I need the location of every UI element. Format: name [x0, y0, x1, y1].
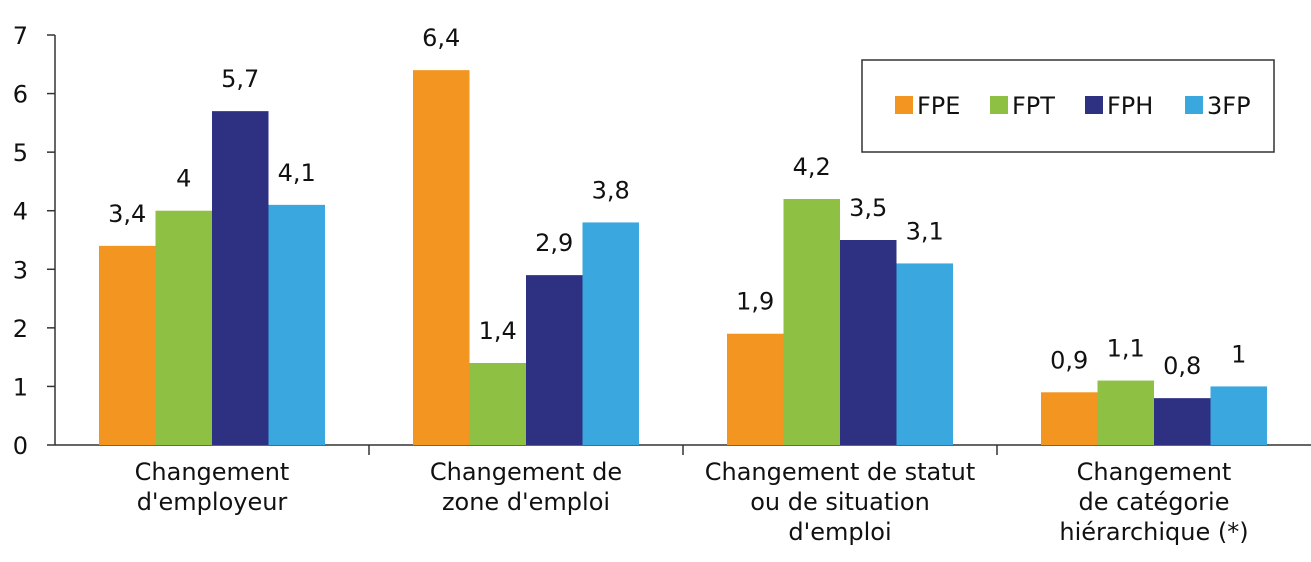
- value-label: 3,8: [592, 176, 630, 204]
- value-label: 6,4: [422, 24, 460, 52]
- y-tick-label: 7: [13, 22, 28, 50]
- legend-label: FPH: [1107, 92, 1153, 120]
- legend-swatch: [1185, 96, 1203, 114]
- value-label: 1,1: [1107, 335, 1145, 363]
- value-label: 2,9: [535, 229, 573, 257]
- bar: [1041, 392, 1098, 445]
- value-label: 4,2: [793, 153, 831, 181]
- x-tick-label: Changement de catégorie hiérarchique (*): [1059, 458, 1248, 546]
- y-tick-label: 0: [13, 432, 28, 460]
- value-label: 4: [176, 165, 191, 193]
- legend-swatch: [990, 96, 1008, 114]
- value-label: 1,4: [479, 317, 517, 345]
- bar: [582, 222, 639, 445]
- value-label: 3,4: [108, 200, 146, 228]
- y-tick-label: 4: [13, 198, 28, 226]
- x-tick-label: Changement de zone d'emploi: [430, 458, 622, 516]
- bar: [896, 263, 953, 445]
- value-label: 0,8: [1163, 352, 1201, 380]
- bar: [155, 210, 212, 445]
- bar: [469, 363, 526, 445]
- y-tick-label: 3: [13, 256, 28, 284]
- bar: [268, 204, 325, 445]
- value-label: 0,9: [1050, 346, 1088, 374]
- legend-box: [861, 59, 1275, 153]
- bar: [1097, 380, 1154, 445]
- bar: [99, 245, 156, 445]
- bar: [413, 70, 470, 446]
- legend-label: FPE: [917, 92, 960, 120]
- value-label: 1,9: [736, 288, 774, 316]
- y-tick-label: 6: [13, 81, 28, 109]
- y-tick-label: 2: [13, 315, 28, 343]
- bar: [1210, 386, 1267, 445]
- legend-swatch: [895, 96, 913, 114]
- x-tick-label: Changement de statut ou de situation d'emp…: [705, 458, 976, 546]
- bar: [212, 111, 269, 446]
- bar: [526, 275, 583, 445]
- bar: [783, 199, 840, 445]
- value-label: 1: [1231, 340, 1246, 368]
- bar: [840, 240, 897, 445]
- bar: [1154, 398, 1211, 445]
- y-tick-label: 1: [13, 373, 28, 401]
- value-label: 4,1: [278, 159, 316, 187]
- value-label: 3,1: [906, 217, 944, 245]
- legend-label: FPT: [1012, 92, 1055, 120]
- y-tick-label: 5: [13, 139, 28, 167]
- value-label: 3,5: [849, 194, 887, 222]
- legend: FPE FPT FPH 3FP: [861, 59, 1275, 153]
- value-label: 5,7: [221, 65, 259, 93]
- legend-label: 3FP: [1207, 92, 1251, 120]
- legend-swatch: [1085, 96, 1103, 114]
- bar: [727, 333, 784, 445]
- x-tick-label: Changement d'employeur: [135, 458, 290, 516]
